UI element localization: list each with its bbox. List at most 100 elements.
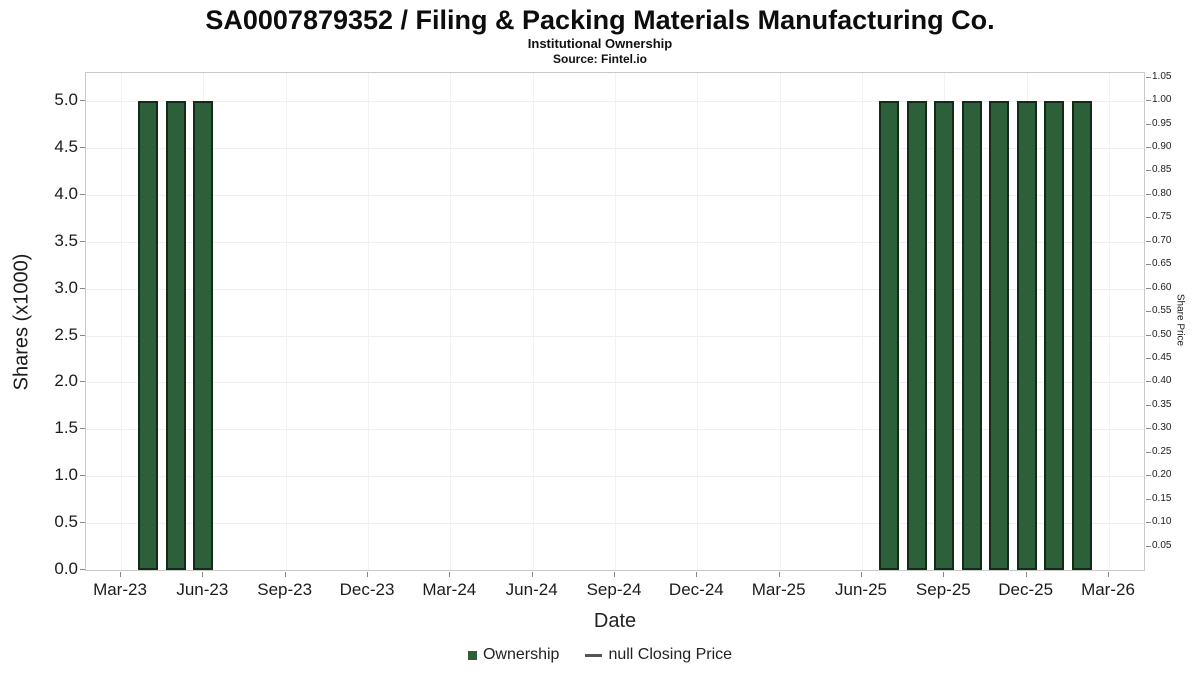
- y-axis-tick-label-left: 3.5: [54, 230, 78, 250]
- y-axis-tick-label-right: 0.20: [1152, 469, 1172, 481]
- y-axis-tick-mark-right: [1146, 334, 1151, 336]
- x-axis-tick-mark: [696, 572, 698, 577]
- x-axis-tick-mark: [943, 572, 945, 577]
- x-axis-tick-label: Dec-24: [668, 580, 724, 599]
- y-axis-tick-label-right: 0.05: [1152, 539, 1172, 551]
- plot-area: [85, 72, 1145, 571]
- ownership-bar: [193, 101, 214, 570]
- y-axis-tick-mark-right: [1146, 217, 1151, 219]
- y-axis-tick-mark-right: [1146, 428, 1151, 430]
- y-axis-tick-mark-left: [80, 240, 85, 242]
- y-axis-label-left: Shares (x1000): [10, 253, 33, 391]
- y-axis-tick-mark-left: [80, 428, 85, 430]
- y-axis-tick-mark-left: [80, 475, 85, 477]
- y-axis-tick-label-right: 1.00: [1152, 94, 1172, 106]
- y-axis-tick-mark-left: [80, 381, 85, 383]
- y-axis-tick-mark-left: [80, 522, 85, 524]
- x-axis-tick-mark: [284, 572, 286, 577]
- v-gridline: [450, 73, 452, 570]
- closing-price-line-icon: [585, 653, 603, 657]
- v-gridline: [121, 73, 122, 570]
- x-axis-tick-mark: [367, 572, 368, 577]
- legend-item-closing-price[interactable]: null Closing Price: [585, 646, 732, 664]
- y-axis-tick-label-right: 0.70: [1152, 234, 1172, 246]
- y-axis-tick-mark-left: [80, 147, 85, 149]
- y-axis-tick-label-left: 2.0: [54, 371, 78, 391]
- y-axis-tick-label-right: 0.35: [1152, 398, 1172, 410]
- legend-label-closing-price: null Closing Price: [608, 646, 733, 663]
- x-axis-tick-mark: [449, 572, 451, 577]
- x-axis-tick-mark: [202, 572, 204, 577]
- x-axis-tick-mark: [861, 572, 862, 577]
- x-axis-tick-mark: [531, 572, 533, 577]
- v-gridline: [1109, 73, 1110, 570]
- chart-source: Source: Fintel.io: [552, 52, 647, 66]
- y-axis-tick-mark-left: [80, 569, 85, 570]
- ownership-bar: [989, 101, 1010, 570]
- x-axis-tick-label: Dec-23: [339, 580, 395, 599]
- y-axis-tick-mark-right: [1146, 498, 1151, 500]
- y-axis-tick-mark-right: [1146, 451, 1151, 453]
- v-gridline: [615, 73, 616, 570]
- x-axis-tick-label: Mar-24: [422, 580, 477, 599]
- ownership-bar: [1044, 101, 1065, 570]
- y-axis-tick-label-right: 0.45: [1152, 352, 1172, 363]
- y-axis-tick-label-right: 0.10: [1152, 516, 1172, 528]
- y-axis-tick-mark-right: [1146, 404, 1151, 406]
- y-axis-tick-label-left: 5.0: [54, 90, 78, 110]
- ownership-swatch-icon: [467, 650, 477, 660]
- y-axis-tick-label-right: 0.60: [1152, 281, 1172, 293]
- y-axis-tick-label-left: 0.0: [54, 559, 78, 578]
- x-axis-tick-label: Mar-25: [751, 580, 806, 599]
- y-axis-tick-mark-right: [1146, 264, 1151, 266]
- x-axis-tick-label: Dec-25: [998, 580, 1054, 599]
- y-axis-tick-mark-right: [1146, 287, 1151, 289]
- x-axis-tick-label: Jun-25: [835, 580, 887, 599]
- ownership-bar: [1016, 101, 1037, 570]
- legend-item-ownership[interactable]: Ownership: [467, 646, 560, 664]
- y-axis-tick-label-right: 0.65: [1152, 258, 1172, 270]
- y-axis-tick-mark-right: [1146, 475, 1151, 477]
- y-axis-tick-label-left: 1.5: [54, 418, 78, 438]
- y-axis-tick-label-left: 3.0: [54, 277, 78, 297]
- x-axis-tick-mark: [1108, 572, 1109, 577]
- y-axis-tick-label-right: 0.85: [1152, 164, 1172, 176]
- ownership-bar: [906, 101, 927, 570]
- y-axis-tick-mark-left: [80, 193, 85, 195]
- ownership-bar: [138, 101, 159, 570]
- v-gridline: [697, 73, 699, 570]
- y-axis-tick-label-left: 4.0: [54, 183, 78, 203]
- v-gridline: [368, 73, 369, 570]
- x-axis-tick-label: Jun-23: [176, 580, 229, 599]
- y-axis-tick-mark-right: [1146, 76, 1151, 78]
- ownership-bar: [961, 101, 982, 570]
- y-axis-tick-label-right: 0.40: [1152, 375, 1172, 387]
- x-axis-label: Date: [593, 610, 637, 632]
- y-axis-tick-mark-right: [1146, 147, 1151, 149]
- y-axis-tick-label-right: 0.30: [1152, 422, 1172, 434]
- y-axis-tick-label-right: 0.50: [1152, 328, 1172, 340]
- y-axis-tick-mark-right: [1146, 123, 1151, 125]
- x-axis-tick-label: Mar-26: [1081, 580, 1135, 599]
- y-axis-tick-label-right: 0.95: [1152, 117, 1172, 129]
- y-axis-tick-label-right: 0.55: [1152, 305, 1172, 317]
- y-axis-tick-mark-left: [80, 334, 85, 336]
- y-axis-tick-label-right: 0.80: [1152, 187, 1172, 199]
- chart-title: SA0007879352 / Filing & Packing Material…: [205, 5, 995, 35]
- y-axis-tick-mark-right: [1146, 170, 1151, 172]
- y-axis-tick-mark-right: [1146, 100, 1151, 102]
- y-axis-tick-label-right: 0.15: [1152, 492, 1172, 504]
- ownership-bar: [879, 101, 900, 570]
- y-axis-tick-mark-right: [1146, 358, 1151, 359]
- x-axis-tick-mark: [778, 572, 780, 577]
- x-axis-tick-mark: [1025, 572, 1027, 577]
- legend-label-ownership: Ownership: [482, 646, 560, 663]
- y-axis-tick-mark-right: [1146, 545, 1151, 547]
- y-axis-tick-mark-right: [1146, 381, 1151, 383]
- v-gridline: [862, 73, 863, 570]
- y-axis-tick-label-right: 1.05: [1152, 70, 1172, 82]
- legend: Ownership null Closing Price: [0, 646, 1200, 664]
- x-axis-tick-label: Jun-24: [505, 580, 558, 599]
- x-axis-tick-mark: [120, 572, 121, 577]
